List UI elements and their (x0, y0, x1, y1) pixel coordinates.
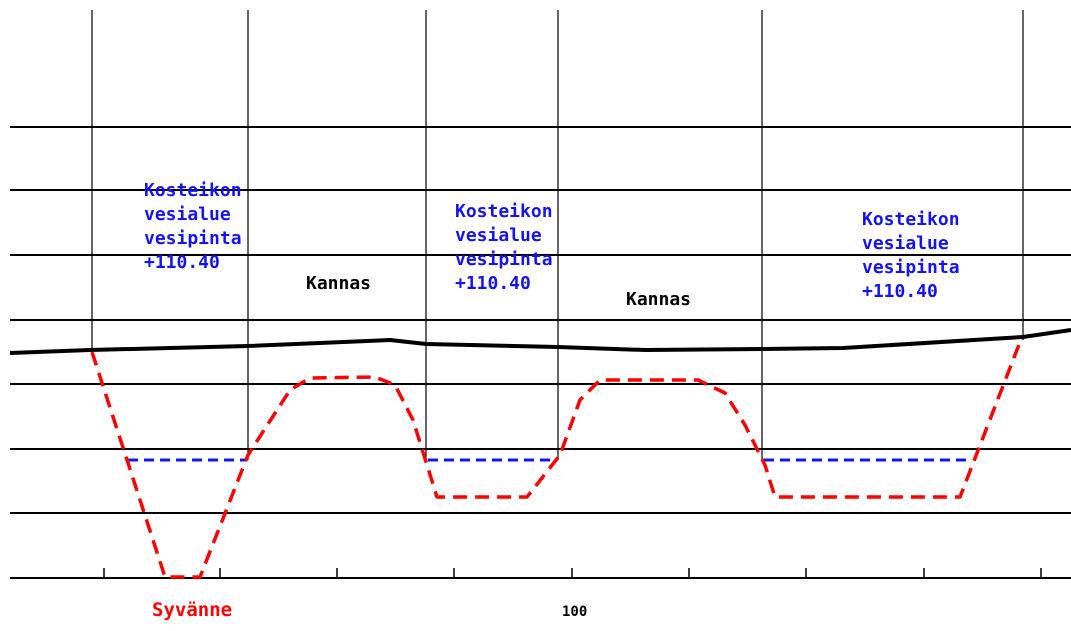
pond-label-line: +110.40 (144, 252, 220, 273)
pond-label-line: vesipinta (862, 257, 960, 278)
isthmus-label: Kannas (306, 273, 371, 294)
isthmus-label: Kannas (626, 289, 691, 310)
pond-label-line: vesialue (862, 233, 949, 254)
pond-label-2: Kosteikon vesialue vesipinta +110.40 (455, 201, 553, 294)
pond-label-line: vesipinta (455, 249, 553, 270)
pond-label-3: Kosteikon vesialue vesipinta +110.40 (862, 209, 960, 302)
pond-label-line: Kosteikon (455, 201, 553, 222)
pond-label-line: vesialue (455, 225, 542, 246)
pond-label-line: Kosteikon (862, 209, 960, 230)
excavation-profile-line (90, 341, 1022, 579)
pond-label-line: Kosteikon (144, 180, 242, 201)
ground-surface-line (9, 328, 1071, 355)
pond-label-line: +110.40 (455, 273, 531, 294)
vertical-grid (91, 10, 1024, 460)
pond-label-1: Kosteikon vesialue vesipinta +110.40 (144, 180, 242, 273)
pond-label-line: vesialue (144, 204, 231, 225)
deep-point-label: Syvänne (152, 599, 232, 621)
pond-label-line: vesipinta (144, 228, 242, 249)
station-label: 100 (562, 604, 587, 620)
pond-label-line: +110.40 (862, 281, 938, 302)
station-ticks (103, 568, 1042, 578)
horizontal-grid (10, 126, 1071, 579)
